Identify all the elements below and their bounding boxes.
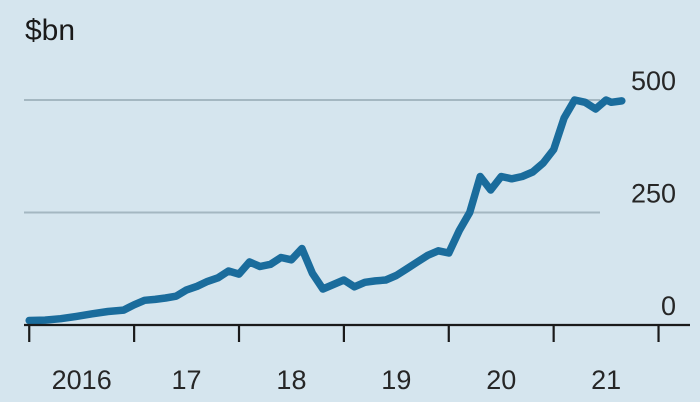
x-tick-label-2016: 2016	[52, 365, 112, 395]
y-unit-label: $bn	[25, 14, 75, 47]
y-tick-label-250: 250	[631, 179, 676, 209]
x-tick-label-18: 18	[276, 365, 306, 395]
x-tick-label-17: 17	[172, 365, 202, 395]
series-layer	[25, 96, 626, 325]
y-tick-label-500: 500	[631, 66, 676, 96]
x-axis-ticks: 2016 17 18 19 20 21	[28, 325, 660, 395]
gridlines	[24, 99, 600, 214]
x-tick-label-20: 20	[486, 365, 516, 395]
x-tick-label-19: 19	[381, 365, 411, 395]
x-tick-label-21: 21	[591, 365, 621, 395]
y-tick-label-0: 0	[661, 291, 676, 321]
series-line-0	[25, 96, 626, 325]
y-tick-labels: 0 250 500	[631, 66, 676, 321]
